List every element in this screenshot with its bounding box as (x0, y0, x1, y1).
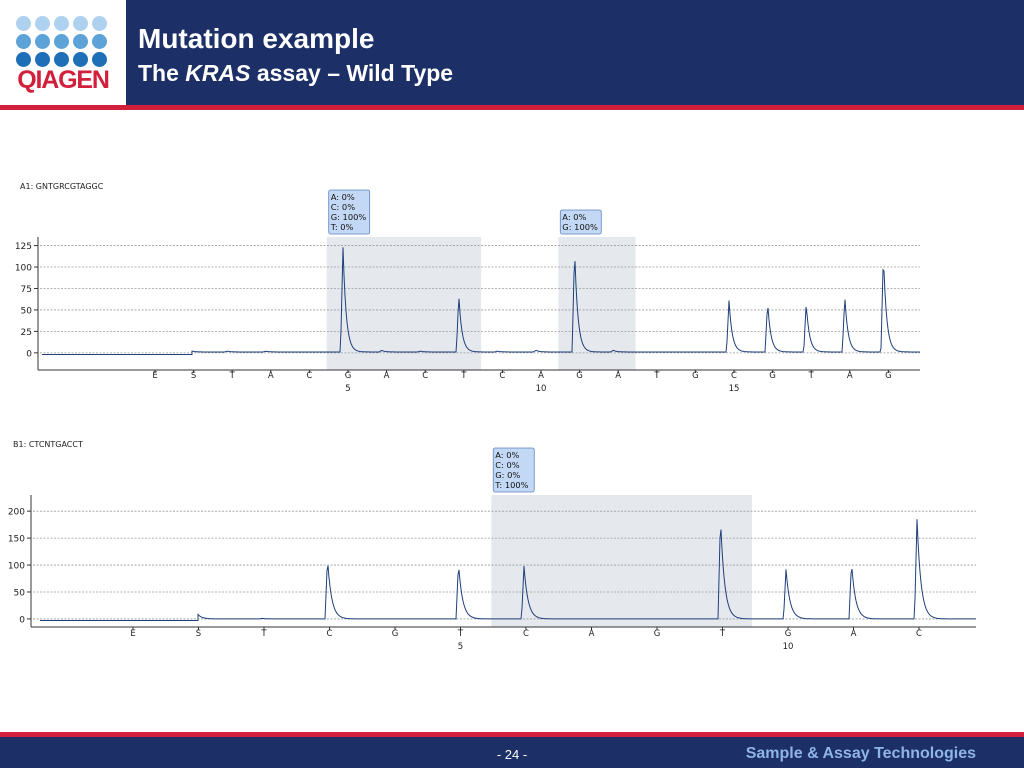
x-tick-label: G (576, 371, 583, 381)
x-tick-label: A (268, 371, 274, 381)
logo-dot (35, 52, 50, 67)
logo-dot (54, 16, 69, 31)
logo-dot (92, 16, 107, 31)
x-tick-label: G (769, 371, 776, 381)
x-tick-label: C (731, 371, 737, 381)
x-tick-label: C (327, 629, 333, 639)
logo-dot (92, 34, 107, 49)
x-tick-label: G (785, 629, 792, 639)
y-tick-label: 50 (14, 588, 26, 598)
x-tick-label: T (653, 371, 660, 381)
x-tick-label: T (808, 371, 815, 381)
annotation-text: C: 0% (331, 202, 356, 212)
x-tick-label: E (130, 629, 135, 639)
highlight-region (326, 237, 482, 370)
x-tick-label: E (152, 371, 157, 381)
logo-dot (35, 16, 50, 31)
header-bar (0, 0, 1024, 105)
annotation-text: G: 0% (495, 470, 520, 480)
logo-wordmark: QIAGEN (17, 66, 110, 94)
subtitle-prefix: The (138, 60, 186, 86)
x-tick-label: C (422, 371, 428, 381)
pyrogram-trace (42, 247, 920, 356)
footer-bar: - 24 - Sample & Assay Technologies (0, 737, 1024, 768)
x-tick-label: T (260, 629, 267, 639)
position-label: 10 (536, 384, 547, 394)
slide-subtitle: The KRAS assay – Wild Type (138, 60, 453, 87)
x-tick-label: C (306, 371, 312, 381)
logo-dot (54, 52, 69, 67)
y-tick-label: 100 (8, 562, 25, 572)
x-tick-label: S (191, 371, 196, 381)
position-label: 15 (729, 384, 740, 394)
x-tick-label: T (229, 371, 236, 381)
x-tick-label: A (589, 629, 595, 639)
x-tick-label: S (196, 629, 201, 639)
x-tick-label: G (345, 371, 352, 381)
x-tick-label: A (615, 371, 621, 381)
annotation-text: G: 100% (562, 222, 598, 232)
chart-label: B1: CTCNTGACCT (13, 440, 83, 449)
x-tick-label: T (719, 629, 726, 639)
logo-dot (16, 34, 31, 49)
highlight-region (491, 495, 752, 627)
logo-dot (92, 52, 107, 67)
header-accent-stripe (0, 105, 1024, 110)
y-tick-label: 200 (8, 508, 25, 518)
annotation-box (559, 209, 602, 235)
annotation-text: A: 0% (495, 450, 519, 460)
logo-dot (35, 34, 50, 49)
annotation-box (328, 189, 371, 235)
y-tick-label: 100 (15, 264, 32, 274)
x-tick-label: A (538, 371, 544, 381)
logo-dot (73, 52, 88, 67)
annotation-text: A: 0% (331, 192, 355, 202)
y-tick-label: 0 (19, 615, 25, 625)
logo-dot (16, 52, 31, 67)
footer-accent-stripe (0, 732, 1024, 737)
logo-dot (73, 34, 88, 49)
x-tick-label: G (885, 371, 892, 381)
x-tick-label: C (916, 629, 922, 639)
x-tick-label: C (523, 629, 529, 639)
annotation-text: C: 0% (495, 460, 520, 470)
y-tick-label: 75 (21, 285, 32, 295)
position-label: 10 (783, 642, 794, 652)
y-tick-label: 125 (15, 242, 32, 252)
x-tick-label: T (460, 371, 467, 381)
annotation-text: T: 100% (494, 480, 528, 490)
subtitle-gene-name: KRAS (185, 60, 251, 86)
logo-dot (16, 16, 31, 31)
y-tick-label: 150 (8, 535, 25, 545)
x-tick-label: G (392, 629, 399, 639)
x-tick-label: A (384, 371, 390, 381)
annotation-text: G: 100% (331, 212, 367, 222)
highlight-region (558, 237, 636, 370)
annotation-box (492, 447, 535, 493)
logo-dot (54, 34, 69, 49)
position-label: 5 (458, 642, 463, 652)
x-tick-label: A (851, 629, 857, 639)
qiagen-logo: QIAGEN (0, 0, 126, 105)
pyrogram-trace (40, 519, 976, 622)
x-tick-label: C (499, 371, 505, 381)
subtitle-suffix: assay – Wild Type (250, 60, 454, 86)
y-tick-label: 0 (26, 349, 32, 359)
annotation-text: A: 0% (562, 212, 586, 222)
chart-label: A1: GNTGRCGTAGGC (20, 182, 104, 191)
position-label: 5 (345, 384, 350, 394)
x-tick-label: G (692, 371, 699, 381)
annotation-text: T: 0% (330, 222, 354, 232)
footer-tagline: Sample & Assay Technologies (745, 745, 976, 762)
x-tick-label: G (654, 629, 661, 639)
page-number: - 24 - (496, 747, 528, 762)
x-tick-label: A (847, 371, 853, 381)
y-tick-label: 25 (21, 328, 32, 338)
logo-dot (73, 16, 88, 31)
y-tick-label: 50 (21, 306, 33, 316)
x-tick-label: T (457, 629, 464, 639)
slide-title: Mutation example (138, 23, 375, 54)
